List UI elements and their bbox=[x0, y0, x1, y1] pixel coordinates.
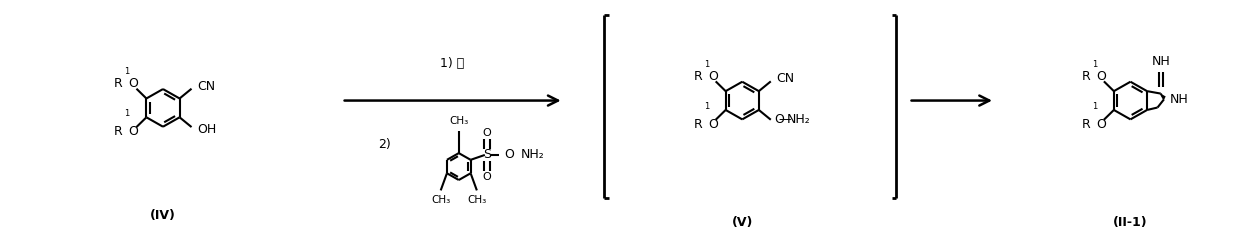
Text: CH₃: CH₃ bbox=[467, 195, 487, 205]
Text: R: R bbox=[114, 126, 123, 138]
Text: (II-1): (II-1) bbox=[1113, 216, 1148, 229]
Text: R: R bbox=[693, 118, 702, 131]
Text: CN: CN bbox=[197, 80, 215, 93]
Text: (IV): (IV) bbox=[150, 209, 176, 222]
Text: 1: 1 bbox=[124, 109, 130, 118]
Text: O: O bbox=[129, 77, 139, 90]
Text: —: — bbox=[779, 113, 791, 126]
Text: CN: CN bbox=[776, 72, 795, 86]
Text: 1: 1 bbox=[703, 102, 709, 111]
Text: R: R bbox=[1082, 70, 1091, 83]
Text: CH₃: CH₃ bbox=[449, 116, 468, 126]
Text: O: O bbox=[708, 70, 718, 83]
Text: O: O bbox=[129, 126, 139, 138]
Text: O: O bbox=[708, 118, 718, 131]
Text: O: O bbox=[774, 113, 784, 126]
Text: O: O bbox=[1096, 70, 1106, 83]
Text: S: S bbox=[483, 148, 490, 162]
Text: R: R bbox=[1082, 118, 1091, 131]
Text: NH₂: NH₂ bbox=[787, 113, 811, 126]
Text: OH: OH bbox=[197, 123, 217, 136]
Text: R: R bbox=[114, 77, 123, 90]
Text: 1: 1 bbox=[703, 60, 709, 69]
Text: 1: 1 bbox=[1092, 102, 1097, 111]
Text: O: O bbox=[1096, 118, 1106, 131]
Text: 1: 1 bbox=[124, 67, 130, 76]
Text: CH₃: CH₃ bbox=[431, 195, 451, 205]
Text: NH: NH bbox=[1170, 93, 1188, 106]
Text: NH₂: NH₂ bbox=[520, 148, 545, 162]
Text: 2): 2) bbox=[379, 138, 391, 151]
Text: O: O bbox=[483, 128, 491, 138]
Text: R: R bbox=[693, 70, 702, 83]
Text: 1) 碱: 1) 碱 bbox=[441, 58, 464, 70]
Text: O: O bbox=[483, 172, 491, 182]
Text: (V): (V) bbox=[732, 216, 753, 229]
Text: 1: 1 bbox=[1092, 60, 1097, 69]
Text: NH: NH bbox=[1151, 55, 1171, 68]
Text: O: O bbox=[504, 148, 514, 162]
